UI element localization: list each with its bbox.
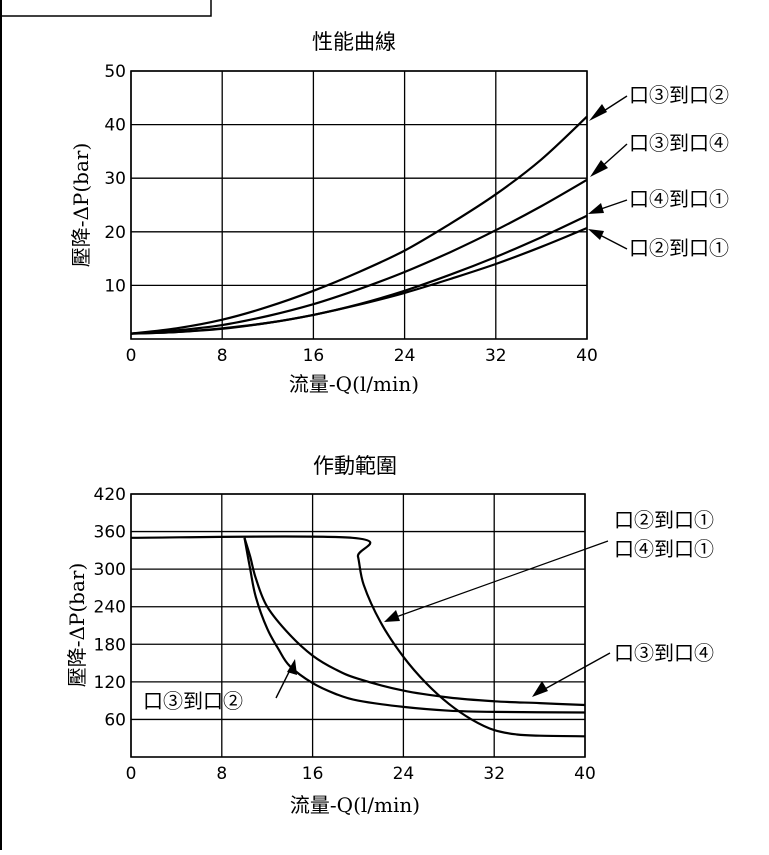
- leader-arrow-4-to-1: [588, 203, 604, 214]
- legend-label-3-to-2: 口③到口②: [629, 83, 729, 107]
- leader-arrow-2-to-1: [588, 229, 604, 240]
- callout-2-to-1: 口②到口①: [614, 508, 714, 532]
- operating-range-chart-ylabel: 壓降-ΔP(bar): [65, 563, 89, 688]
- x-tick-label: 0: [126, 764, 137, 784]
- y-tick-label: 50: [104, 62, 126, 82]
- plot-frame: [130, 493, 586, 758]
- series-line: [130, 214, 588, 335]
- leader-line-3-to-4: [542, 652, 611, 691]
- x-tick-label: 24: [394, 346, 416, 366]
- leader-arrow-3-to-2: [287, 659, 297, 675]
- leader-arrow-3-to-2: [589, 104, 607, 121]
- y-tick-label: 30: [104, 169, 126, 189]
- series-line: [243, 537, 586, 714]
- y-tick-label: 240: [94, 598, 126, 618]
- operating-range-chart-series: [130, 535, 586, 738]
- performance-chart-ticks: 0 8 16 24 32 40 10 20 30 40 50: [104, 62, 597, 366]
- operating-range-chart: 作動範圍 0 8 16 24 32 40 60 120 180 240 300 360 420 流量-Q…: [65, 454, 714, 817]
- leader-arrow-3-to-4: [532, 681, 548, 697]
- x-tick-label: 8: [216, 764, 227, 784]
- series-line: [130, 115, 588, 335]
- operating-range-callouts: 口②到口① 口④到口① 口③到口④ 口③到口②: [143, 508, 714, 713]
- plot-frame: [130, 70, 588, 340]
- series-line: [130, 178, 588, 335]
- series-line: [130, 226, 588, 335]
- leader-line-4-to-1: [597, 199, 628, 211]
- legend-label-2-to-1: 口②到口①: [629, 236, 729, 260]
- performance-chart: 性能曲線 0 8 16 24 32 40 10 20 30 40 50 流量-Q(l/min) 壓降…: [69, 30, 729, 396]
- x-tick-label: 24: [393, 764, 415, 784]
- x-tick-label: 16: [303, 346, 325, 366]
- legend-label-3-to-4: 口③到口④: [629, 131, 729, 155]
- performance-chart-ylabel: 壓降-ΔP(bar): [69, 143, 93, 268]
- performance-chart-xlabel: 流量-Q(l/min): [289, 372, 419, 396]
- callout-4-to-1: 口④到口①: [614, 537, 714, 561]
- performance-legend: 口③到口② 口③到口④ 口④到口① 口②到口①: [588, 83, 729, 260]
- y-tick-label: 180: [94, 635, 126, 655]
- y-tick-label: 20: [104, 223, 126, 243]
- performance-chart-series: [130, 115, 588, 335]
- performance-chart-grid: [130, 70, 588, 340]
- x-tick-label: 16: [302, 764, 324, 784]
- leader-line-3-to-2: [275, 669, 291, 699]
- leader-arrow-3-to-4: [590, 160, 608, 177]
- callout-3-to-4: 口③到口④: [614, 641, 714, 665]
- x-tick-label: 0: [126, 346, 137, 366]
- y-tick-label: 360: [94, 523, 126, 543]
- x-tick-label: 32: [483, 764, 505, 784]
- operating-range-chart-xlabel: 流量-Q(l/min): [290, 793, 420, 817]
- leader-line-2-to-1: [395, 540, 609, 618]
- leader-arrow-2-to-1: [384, 610, 400, 622]
- callout-3-to-2: 口③到口②: [143, 689, 243, 713]
- performance-chart-title: 性能曲線: [312, 30, 396, 54]
- operating-range-chart-title: 作動範圍: [313, 454, 397, 478]
- y-tick-label: 120: [94, 673, 126, 693]
- y-tick-label: 420: [94, 485, 126, 505]
- series-line: [243, 537, 586, 707]
- x-tick-label: 8: [217, 346, 228, 366]
- y-tick-label: 40: [104, 116, 126, 136]
- operating-range-chart-ticks: 0 8 16 24 32 40 60 120 180 240 300 360 420: [94, 485, 596, 784]
- leader-line-2-to-1: [597, 233, 628, 250]
- title-box-frame: [2, 0, 212, 17]
- operating-range-chart-grid: [130, 493, 586, 758]
- y-tick-label: 10: [104, 276, 126, 296]
- legend-label-4-to-1: 口④到口①: [629, 187, 729, 211]
- y-tick-label: 300: [94, 560, 126, 580]
- x-tick-label: 40: [574, 764, 596, 784]
- y-tick-label: 60: [104, 710, 126, 730]
- x-tick-label: 32: [485, 346, 507, 366]
- series-line: [130, 535, 586, 738]
- x-tick-label: 40: [576, 346, 598, 366]
